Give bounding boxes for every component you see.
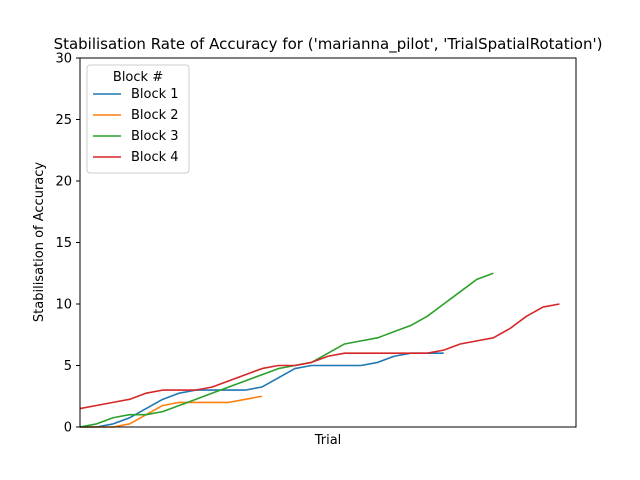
y-tick-label: 30 xyxy=(55,52,72,67)
x-axis-label: Trial xyxy=(314,433,342,448)
y-tick-label: 10 xyxy=(55,298,72,313)
series-line-4 xyxy=(79,303,560,410)
legend-label-4: Block 4 xyxy=(131,150,179,165)
series-line-1 xyxy=(80,352,444,428)
y-tick-label: 0 xyxy=(64,421,72,436)
legend: Block # Block 1 Block 2 Block 3 Block 4 xyxy=(86,64,190,174)
y-tick-label: 5 xyxy=(64,359,72,374)
legend-box xyxy=(86,64,190,174)
y-tick-label: 20 xyxy=(55,175,72,190)
legend-label-3: Block 3 xyxy=(131,129,179,144)
legend-label-2: Block 2 xyxy=(131,108,179,123)
chart-title: Stabilisation Rate of Accuracy for ('mar… xyxy=(54,35,603,54)
series-line-3 xyxy=(79,272,494,428)
legend-label-1: Block 1 xyxy=(131,87,179,102)
y-tick-label: 25 xyxy=(55,113,72,128)
plot-area: 0 5 10 15 20 25 30 xyxy=(55,52,577,436)
y-tick-label: 15 xyxy=(55,236,72,251)
legend-title: Block # xyxy=(113,70,163,85)
y-axis-label: Stabilisation of Accuracy xyxy=(32,162,47,322)
